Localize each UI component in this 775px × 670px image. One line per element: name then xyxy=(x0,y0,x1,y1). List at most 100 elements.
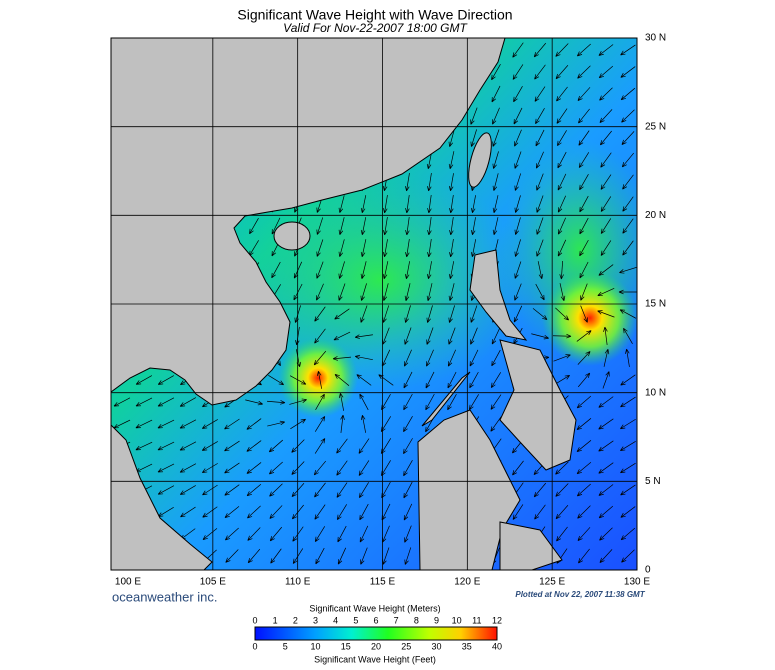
arrow xyxy=(157,485,175,495)
arrow xyxy=(598,418,614,430)
arrow xyxy=(557,130,567,147)
arrow xyxy=(404,327,412,345)
arrow xyxy=(403,438,413,455)
arrow xyxy=(622,218,634,234)
arrow xyxy=(405,195,410,214)
arrow xyxy=(579,261,589,279)
lon-labels: 100 E 105 E 110 E 115 E 120 E 125 E 130 E xyxy=(115,577,650,588)
arrow xyxy=(135,419,153,429)
arrow xyxy=(269,526,283,542)
title: Significant Wave Height with Wave Direct… xyxy=(237,7,512,23)
arrow xyxy=(202,528,218,540)
arrow xyxy=(448,283,455,301)
arrow xyxy=(469,371,479,389)
feet-tick-label: 5 xyxy=(283,641,288,651)
lat-label: 5 N xyxy=(645,476,661,487)
arrow xyxy=(405,239,410,258)
arrow xyxy=(621,131,635,145)
arrow xyxy=(469,349,479,367)
arrow xyxy=(447,371,457,389)
arrow xyxy=(533,42,547,58)
arrow xyxy=(447,349,457,367)
arrow xyxy=(245,399,263,406)
arrow xyxy=(247,548,261,564)
arrow xyxy=(268,374,284,386)
arrow xyxy=(381,460,391,477)
arrow xyxy=(513,107,523,125)
arrow xyxy=(576,418,592,431)
arrow xyxy=(448,173,454,192)
hainan xyxy=(273,221,311,251)
arrow xyxy=(492,173,499,191)
arrow xyxy=(135,375,153,385)
arrow xyxy=(448,151,455,169)
arrow xyxy=(360,261,367,279)
arrow xyxy=(535,129,545,147)
arrow xyxy=(620,374,636,386)
arrow xyxy=(179,419,197,429)
arrow xyxy=(316,261,324,279)
arrow xyxy=(249,218,259,235)
arrow xyxy=(577,87,591,101)
arrow xyxy=(555,461,569,475)
arrow xyxy=(405,173,410,192)
arrow xyxy=(267,400,286,405)
arrow xyxy=(580,305,588,323)
malay-peninsula xyxy=(111,424,213,570)
borneo xyxy=(417,409,521,570)
lat-label: 15 N xyxy=(645,299,666,310)
arrow xyxy=(383,195,388,214)
arrow xyxy=(313,350,327,366)
arrow xyxy=(338,217,345,235)
arrow xyxy=(157,375,174,385)
arrow xyxy=(313,460,327,476)
arrow xyxy=(559,260,564,280)
arrow xyxy=(382,283,389,301)
arrow xyxy=(620,66,636,78)
arrow xyxy=(557,217,566,235)
arrow xyxy=(246,483,262,497)
arrow xyxy=(332,356,351,361)
arrow xyxy=(552,333,572,339)
arrow xyxy=(405,217,410,236)
arrow xyxy=(577,527,591,541)
arrow xyxy=(448,327,456,345)
arrow xyxy=(514,283,522,301)
arrow xyxy=(492,195,499,213)
arrow xyxy=(578,130,590,146)
arrow xyxy=(620,44,636,56)
arrow xyxy=(555,505,569,520)
arrow xyxy=(621,109,635,123)
arrow xyxy=(113,397,131,407)
arrow xyxy=(622,196,634,212)
arrow xyxy=(577,372,591,388)
meters-tick-label: 4 xyxy=(333,615,338,625)
arrow xyxy=(225,549,239,563)
mainland xyxy=(111,38,506,406)
arrow xyxy=(514,195,521,213)
arrow xyxy=(338,283,346,301)
arrow xyxy=(360,547,368,565)
arrow xyxy=(623,327,633,344)
lon-label: 130 E xyxy=(624,577,650,588)
arrow xyxy=(427,195,432,214)
arrow xyxy=(620,396,636,408)
lon-label: 125 E xyxy=(539,577,565,588)
arrow xyxy=(314,416,326,432)
arrow xyxy=(338,239,345,257)
feet-tick-label: 40 xyxy=(492,641,502,651)
arrow xyxy=(470,305,478,323)
arrow xyxy=(179,397,197,407)
arrow xyxy=(358,482,369,498)
arrow xyxy=(157,463,175,473)
arrow xyxy=(492,217,499,235)
lon-label: 110 E xyxy=(285,577,311,588)
arrow xyxy=(579,174,589,191)
arrow xyxy=(360,239,367,258)
arrow xyxy=(224,440,240,452)
arrow xyxy=(403,416,413,433)
arrow xyxy=(360,195,367,214)
arrow xyxy=(448,305,455,323)
arrow xyxy=(338,261,345,279)
arrow xyxy=(534,86,546,102)
